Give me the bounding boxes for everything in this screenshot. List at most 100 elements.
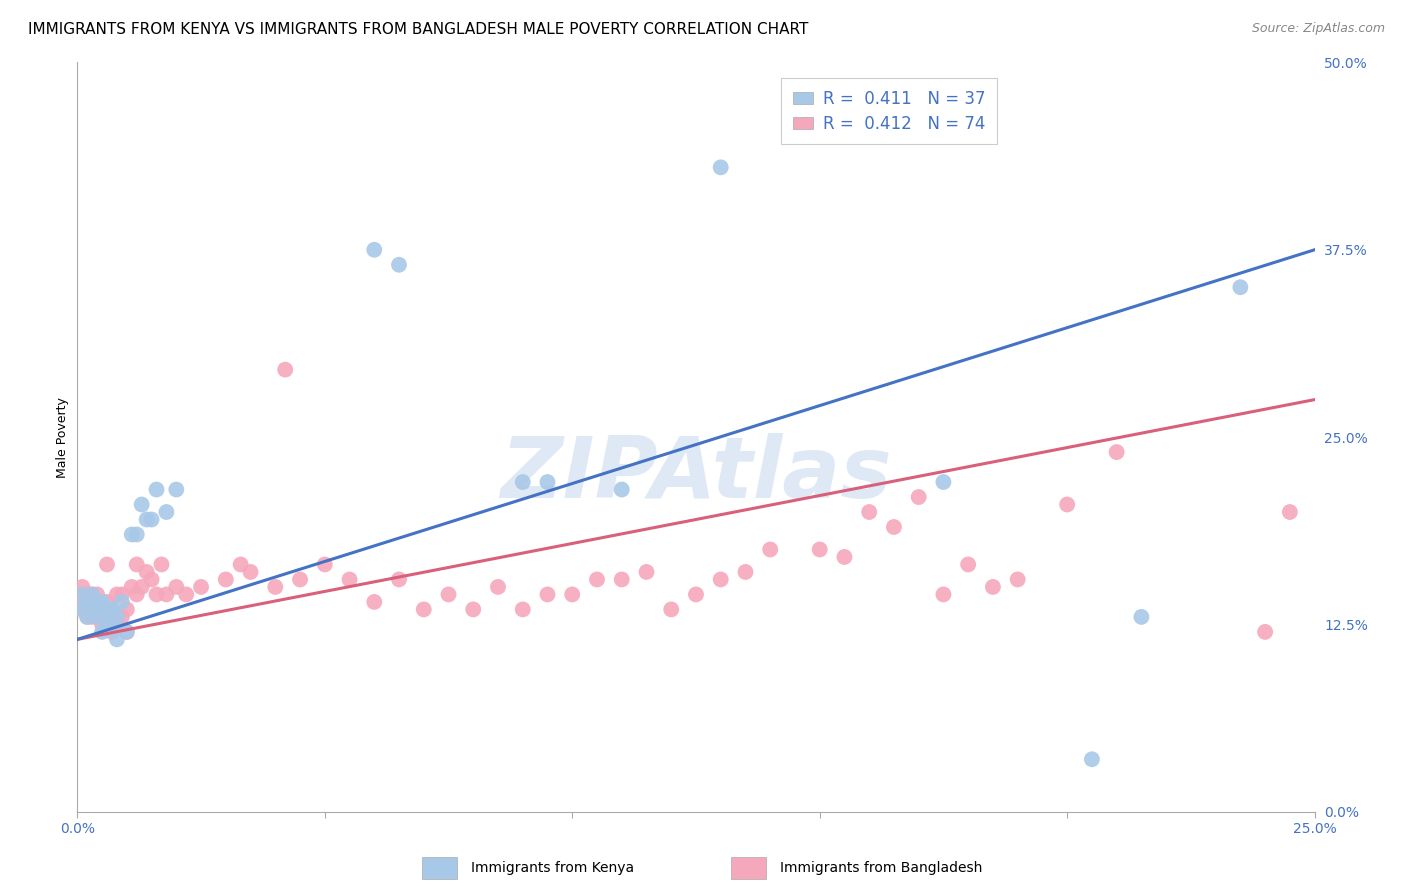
Point (96, 617, 118, 632)
Point (91, 595, 114, 609)
Point (288, 573, 311, 587)
Point (932, 475, 955, 489)
Point (1254, 624, 1277, 639)
Point (121, 527, 143, 541)
Point (86, 587, 108, 601)
Point (1007, 573, 1029, 587)
Point (101, 624, 124, 639)
Point (486, 580, 509, 594)
Point (125, 527, 148, 541)
Point (808, 542, 831, 557)
Point (82, 587, 104, 601)
Text: Immigrants from Kenya: Immigrants from Kenya (471, 861, 634, 875)
Point (131, 498, 153, 512)
Point (91, 602, 114, 616)
Point (314, 558, 336, 572)
Point (86, 602, 108, 616)
Point (981, 580, 1004, 594)
Point (363, 595, 385, 609)
Text: Source: ZipAtlas.com: Source: ZipAtlas.com (1251, 22, 1385, 36)
Point (145, 483, 167, 497)
Point (1278, 505, 1301, 519)
Point (610, 483, 633, 497)
Point (82, 587, 104, 601)
Point (76, 595, 98, 609)
Point (388, 573, 411, 587)
Point (91, 602, 114, 616)
Y-axis label: Male Poverty: Male Poverty (56, 397, 69, 477)
FancyBboxPatch shape (422, 857, 457, 879)
Point (561, 587, 583, 601)
Point (141, 512, 163, 526)
Point (636, 565, 658, 579)
Point (957, 558, 980, 572)
Text: ZIPAtlas: ZIPAtlas (501, 433, 891, 516)
Point (586, 573, 609, 587)
Point (72, 587, 94, 601)
Point (105, 610, 128, 624)
Point (125, 558, 148, 572)
Point (72, 602, 94, 616)
Point (86, 595, 108, 609)
Point (610, 573, 633, 587)
Point (96, 602, 118, 616)
Point (685, 587, 707, 601)
Point (274, 362, 297, 376)
Point (121, 580, 143, 594)
FancyBboxPatch shape (731, 857, 766, 879)
Point (82, 602, 104, 616)
Point (145, 587, 167, 601)
Point (710, 573, 733, 587)
Point (388, 258, 411, 272)
Point (463, 602, 485, 616)
Point (710, 161, 733, 175)
Point (141, 573, 163, 587)
Point (115, 602, 138, 616)
Point (76, 610, 98, 624)
Point (512, 475, 534, 489)
Point (834, 549, 856, 564)
Point (734, 565, 756, 579)
Point (96, 558, 118, 572)
Point (932, 587, 955, 601)
Point (165, 580, 187, 594)
Point (1130, 610, 1153, 624)
Point (115, 624, 138, 639)
Point (91, 624, 114, 639)
Text: Immigrants from Bangladesh: Immigrants from Bangladesh (780, 861, 983, 875)
Point (155, 505, 177, 519)
Point (101, 602, 124, 616)
Point (165, 483, 187, 497)
Point (101, 602, 124, 616)
Point (339, 573, 361, 587)
Point (111, 610, 134, 624)
Point (155, 587, 177, 601)
Point (883, 520, 905, 534)
Point (96, 595, 118, 609)
Point (96, 602, 118, 616)
Point (72, 602, 94, 616)
Point (174, 587, 197, 601)
Point (131, 580, 153, 594)
Text: IMMIGRANTS FROM KENYA VS IMMIGRANTS FROM BANGLADESH MALE POVERTY CORRELATION CHA: IMMIGRANTS FROM KENYA VS IMMIGRANTS FROM… (28, 22, 808, 37)
Point (759, 542, 782, 557)
Point (412, 602, 434, 616)
Point (215, 573, 238, 587)
Point (76, 587, 98, 601)
Point (1105, 445, 1128, 459)
Point (1229, 280, 1251, 294)
Point (115, 624, 138, 639)
Point (135, 512, 157, 526)
Point (907, 490, 929, 504)
Point (101, 617, 124, 632)
Point (659, 602, 682, 616)
Point (239, 565, 262, 579)
Point (125, 587, 148, 601)
Point (105, 617, 128, 632)
Point (111, 587, 134, 601)
Point (858, 505, 880, 519)
Point (229, 558, 252, 572)
Point (512, 602, 534, 616)
Point (105, 587, 128, 601)
Point (105, 632, 128, 647)
